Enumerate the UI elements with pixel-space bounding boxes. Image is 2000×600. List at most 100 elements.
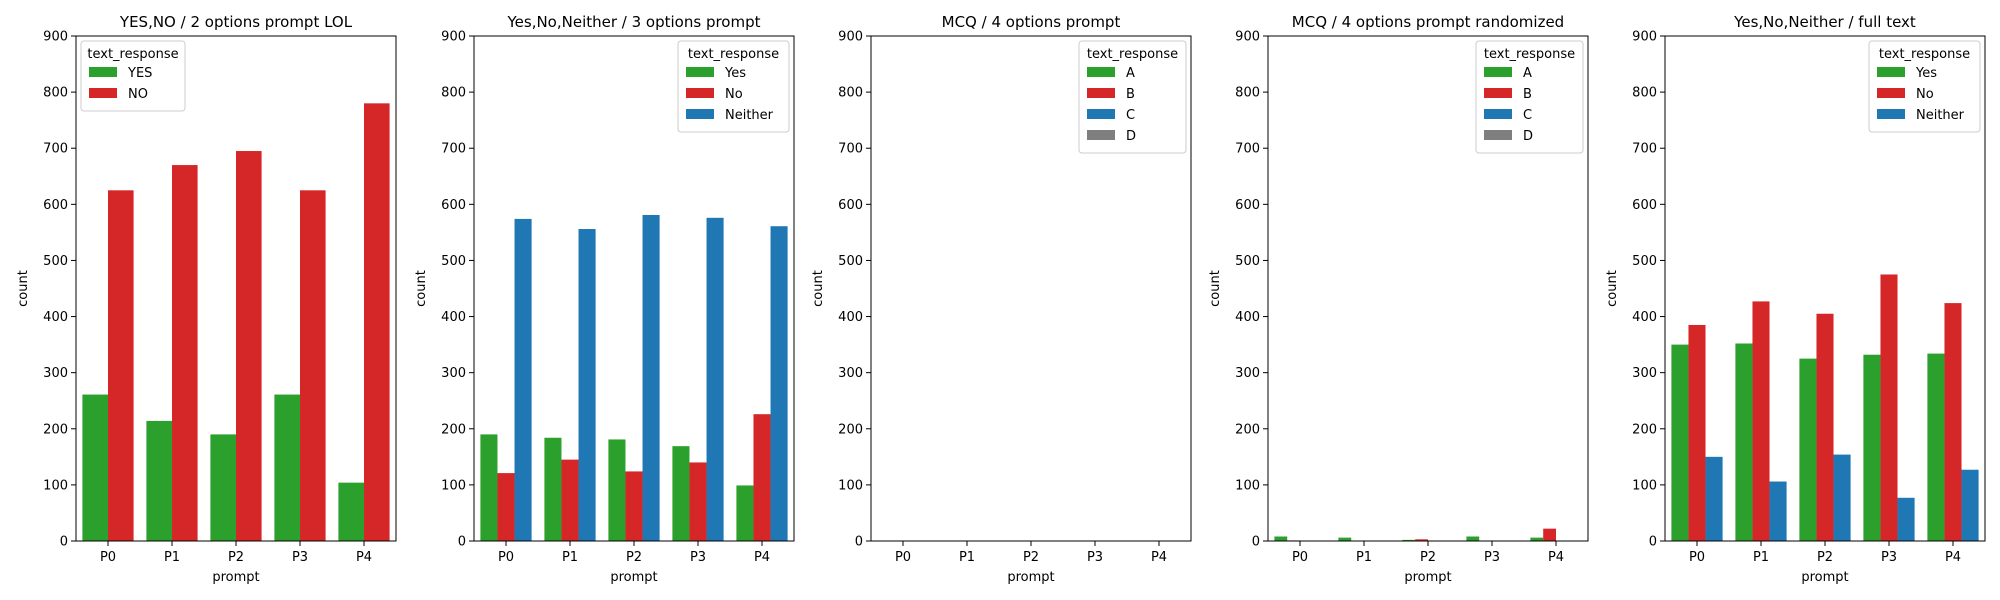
chart-title: YES,NO / 2 options prompt LOL	[119, 13, 353, 31]
x-axis-label: prompt	[1007, 570, 1054, 585]
bar-Neither-P2	[1833, 454, 1851, 541]
x-tick-label: P2	[1817, 550, 1833, 565]
x-tick-label: P4	[1945, 550, 1961, 565]
bar-No-P1	[561, 459, 579, 541]
chart-panel-1: Yes,No,Neither / 3 options prompt 0 100 200…	[414, 13, 795, 585]
legend-label: B	[1523, 87, 1532, 102]
legend-swatch-Yes	[686, 67, 714, 77]
legend-label: Yes	[1915, 66, 1937, 81]
y-axis-label: count	[16, 270, 31, 307]
y-tick-label: 0	[1649, 535, 1657, 550]
legend-label: Neither	[725, 108, 774, 123]
bar-YES-P0	[82, 394, 108, 541]
y-tick-label: 500	[441, 254, 466, 269]
x-tick-label: P1	[1356, 550, 1372, 565]
y-tick-label: 400	[1235, 310, 1260, 325]
bar-No-P3	[1880, 274, 1898, 541]
x-tick-label: P1	[164, 550, 180, 565]
y-tick-label: 800	[838, 86, 863, 101]
y-tick-label: 800	[43, 86, 68, 101]
chart-panel-0: YES,NO / 2 options prompt LOL 0 100 200 300 4…	[16, 13, 397, 585]
y-tick-label: 0	[855, 535, 863, 550]
y-tick-label: 900	[1632, 30, 1657, 45]
bar-Neither-P3	[706, 217, 724, 542]
y-tick-label: 700	[838, 142, 863, 157]
legend-swatch-Neither	[1877, 109, 1905, 119]
bar-Neither-P3	[1897, 497, 1915, 541]
y-tick-label: 600	[838, 198, 863, 213]
bar-Neither-P0	[514, 218, 532, 541]
y-tick-label: 800	[1235, 86, 1260, 101]
chart-panel-3: MCQ / 4 options prompt randomized 0 100 200…	[1208, 13, 1589, 585]
y-tick-label: 800	[1632, 86, 1657, 101]
legend-label: No	[725, 87, 743, 102]
legend-label: Yes	[724, 66, 746, 81]
y-tick-label: 600	[1632, 198, 1657, 213]
bar-Yes-P4	[736, 485, 754, 541]
x-tick-label: P3	[690, 550, 706, 565]
y-tick-label: 400	[838, 310, 863, 325]
y-axis-label: count	[414, 270, 429, 307]
x-tick-label: P0	[895, 550, 911, 565]
y-tick-label: 300	[838, 366, 863, 381]
x-tick-label: P4	[356, 550, 372, 565]
x-tick-label: P3	[1881, 550, 1897, 565]
x-tick-label: P1	[1753, 550, 1769, 565]
legend-swatch-A	[1484, 67, 1512, 77]
y-tick-label: 400	[441, 310, 466, 325]
x-tick-label: P2	[228, 550, 244, 565]
y-tick-label: 300	[1235, 366, 1260, 381]
y-tick-label: 100	[43, 478, 68, 493]
y-tick-label: 300	[441, 366, 466, 381]
legend-label: C	[1523, 108, 1532, 123]
legend-title: text_response	[87, 47, 178, 62]
y-tick-label: 200	[1632, 422, 1657, 437]
legend-label: A	[1523, 66, 1532, 81]
legend-swatch-No	[686, 88, 714, 98]
chart-panel-2: MCQ / 4 options prompt 0 100 200 300 400 500 60…	[811, 13, 1192, 585]
chart-title: MCQ / 4 options prompt randomized	[1292, 13, 1564, 31]
y-axis-label: count	[1208, 270, 1223, 307]
bar-B-P4	[1543, 528, 1556, 541]
y-tick-label: 0	[60, 535, 68, 550]
bar-Yes-P3	[1863, 354, 1881, 541]
legend-swatch-C	[1484, 109, 1512, 119]
x-tick-label: P4	[1151, 550, 1167, 565]
x-tick-label: P1	[562, 550, 578, 565]
bar-A-P4	[1530, 537, 1544, 541]
x-tick-label: P0	[100, 550, 116, 565]
bar-A-P0	[1274, 536, 1288, 541]
x-tick-label: P4	[1548, 550, 1564, 565]
bar-YES-P2	[210, 434, 236, 541]
x-tick-label: P2	[1023, 550, 1039, 565]
y-tick-label: 0	[458, 535, 466, 550]
y-tick-label: 900	[1235, 30, 1260, 45]
y-tick-label: 500	[1235, 254, 1260, 269]
y-tick-label: 700	[1632, 142, 1657, 157]
legend-swatch-Yes	[1877, 67, 1905, 77]
y-tick-label: 700	[441, 142, 466, 157]
legend-title: text_response	[1879, 47, 1970, 62]
legend-label: B	[1126, 87, 1135, 102]
bar-Yes-P2	[608, 439, 626, 541]
y-tick-label: 700	[1235, 142, 1260, 157]
bar-Neither-P4	[770, 226, 788, 541]
x-tick-label: P2	[626, 550, 642, 565]
y-tick-label: 100	[441, 478, 466, 493]
chart-title: Yes,No,Neither / 3 options prompt	[506, 13, 760, 31]
x-tick-label: P3	[1484, 550, 1500, 565]
legend-title: text_response	[688, 47, 779, 62]
bar-Neither-P0	[1705, 456, 1723, 541]
x-tick-label: P0	[1689, 550, 1705, 565]
y-tick-label: 200	[1235, 422, 1260, 437]
legend-swatch-NO	[89, 88, 117, 98]
bar-No-P0	[1688, 324, 1706, 541]
legend-swatch-YES	[89, 67, 117, 77]
bar-Yes-P3	[672, 446, 690, 541]
bar-NO-P0	[108, 190, 134, 542]
legend-swatch-C	[1087, 109, 1115, 119]
legend-label: Neither	[1916, 108, 1965, 123]
legend-swatch-D	[1484, 130, 1512, 140]
